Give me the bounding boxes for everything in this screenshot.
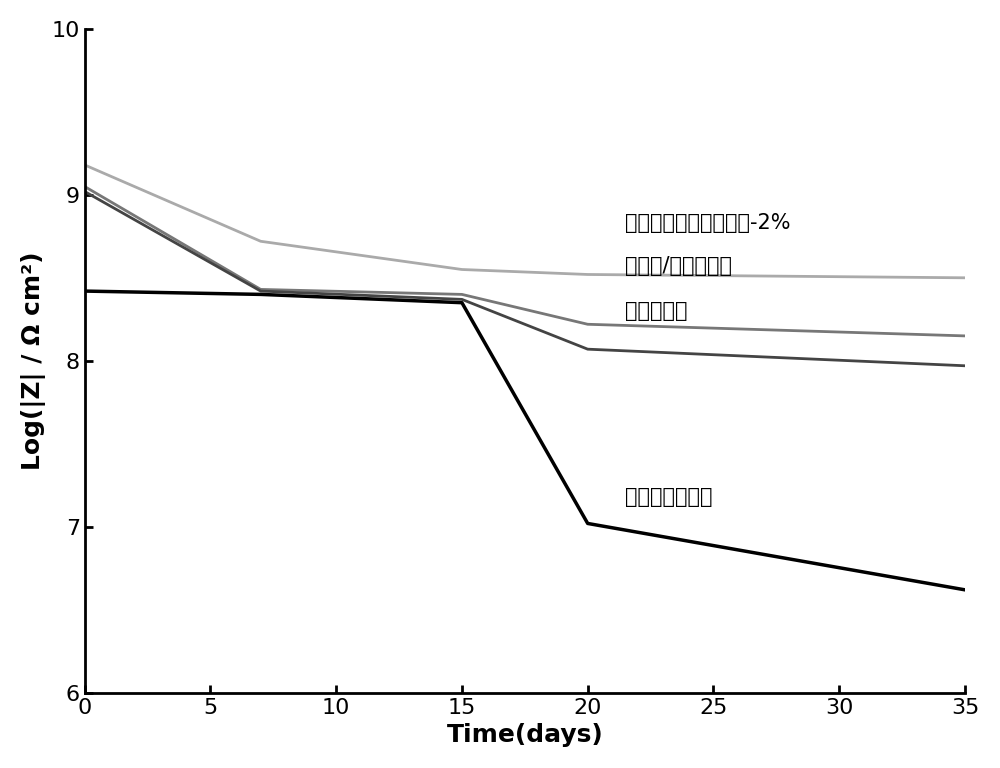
X-axis label: Time(days): Time(days) xyxy=(446,723,603,747)
Text: 纯环氧树脂涂层: 纯环氧树脂涂层 xyxy=(625,487,713,507)
Text: 石墨烯/聚苯胺涂层: 石墨烯/聚苯胺涂层 xyxy=(625,257,732,276)
Y-axis label: Log(|Z| / Ω cm²): Log(|Z| / Ω cm²) xyxy=(21,252,46,470)
Text: 石墨烯基复合材料涂层-2%: 石墨烯基复合材料涂层-2% xyxy=(625,213,791,233)
Text: 石墨烯涂层: 石墨烯涂层 xyxy=(625,301,688,321)
